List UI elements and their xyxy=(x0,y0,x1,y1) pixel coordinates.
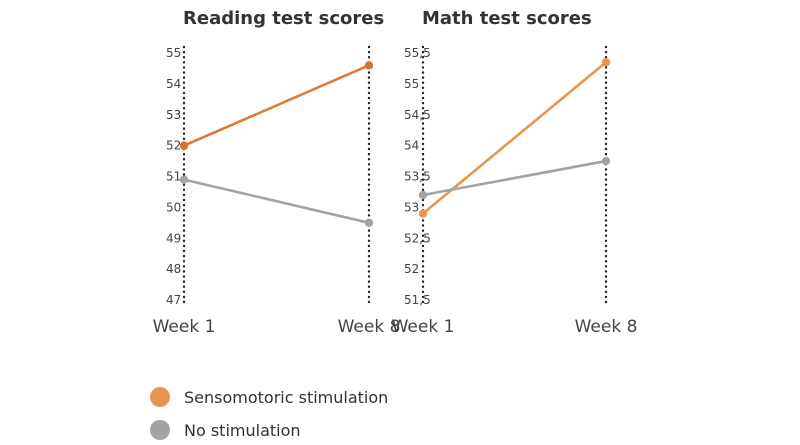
reading-x-tick-label: Week 1 xyxy=(153,317,216,337)
legend-item-no-stimulation: No stimulation xyxy=(150,416,550,444)
reading-chart-title: Reading test scores xyxy=(183,8,384,29)
math-chart-title: Math test scores xyxy=(422,8,592,29)
math-y-ticks: 55,5 55 54,5 54 53,5 53 52,5 52 51,5 xyxy=(404,46,431,307)
reading-y-tick-label: 55 xyxy=(166,46,181,60)
reading-data-point-sensomotoric xyxy=(179,141,189,150)
reading-data-point-no-stimulation xyxy=(364,218,374,228)
reading-axes xyxy=(182,45,371,304)
math-y-tick-label: 55,5 xyxy=(404,46,431,60)
legend-label-no-stimulation: No stimulation xyxy=(184,420,301,440)
reading-y-tick-label: 53 xyxy=(166,108,181,122)
legend-item-sensomotoric: Sensomotoric stimulation xyxy=(150,383,550,411)
reading-y-tick-label: 52 xyxy=(166,139,181,153)
math-y-tick-label: 54 xyxy=(404,139,419,153)
legend-dot-orange-icon xyxy=(150,387,170,407)
legend-label-sensomotoric: Sensomotoric stimulation xyxy=(184,387,389,407)
reading-series xyxy=(179,61,374,228)
reading-data-point-sensomotoric xyxy=(364,61,374,70)
math-data-point-sensomotoric xyxy=(418,209,428,218)
reading-chart: Reading test scores 55 54 53 52 51 50 49 48 47 W… xyxy=(153,8,401,337)
reading-series-line-no-stimulation xyxy=(182,178,371,225)
reading-y-tick-label: 51 xyxy=(166,170,181,184)
math-series xyxy=(418,58,611,218)
math-y-tick-label: 53 xyxy=(404,200,419,214)
legend-dot-grey-icon xyxy=(150,420,170,440)
math-y-tick-label: 53,5 xyxy=(404,170,431,184)
reading-y-tick-label: 47 xyxy=(166,293,181,307)
math-data-point-no-stimulation xyxy=(418,190,428,200)
math-x-ticks: Week 1 Week 8 xyxy=(392,317,638,337)
math-y-tick-label: 51,5 xyxy=(404,293,431,307)
reading-data-point-no-stimulation xyxy=(179,175,189,184)
math-x-tick-label: Week 8 xyxy=(575,317,638,337)
math-y-tick-label: 52,5 xyxy=(404,231,431,245)
math-axes xyxy=(421,45,608,304)
math-chart: Math test scores 55,55554,55453,55352,55… xyxy=(392,8,638,337)
math-y-tick-label: 54,5 xyxy=(404,108,431,122)
math-series-line-no-stimulation xyxy=(421,159,608,197)
math-data-point-no-stimulation xyxy=(601,156,611,166)
reading-y-ticks: 55 54 53 52 51 50 49 48 47 xyxy=(166,46,181,307)
math-y-tick-label: 55 xyxy=(404,77,419,91)
math-data-point-sensomotoric xyxy=(601,58,611,67)
reading-series-line-sensomotoric xyxy=(182,64,371,147)
math-y-tick-label: 52 xyxy=(404,262,419,276)
math-x-tick-label: Week 1 xyxy=(392,317,455,337)
reading-y-tick-label: 49 xyxy=(166,231,181,245)
reading-y-tick-label: 54 xyxy=(166,77,181,91)
reading-x-tick-label: Week 8 xyxy=(338,317,401,337)
reading-y-tick-label: 48 xyxy=(166,262,181,276)
reading-y-tick-label: 50 xyxy=(166,200,181,214)
reading-x-ticks: Week 1 Week 8 xyxy=(153,317,401,337)
